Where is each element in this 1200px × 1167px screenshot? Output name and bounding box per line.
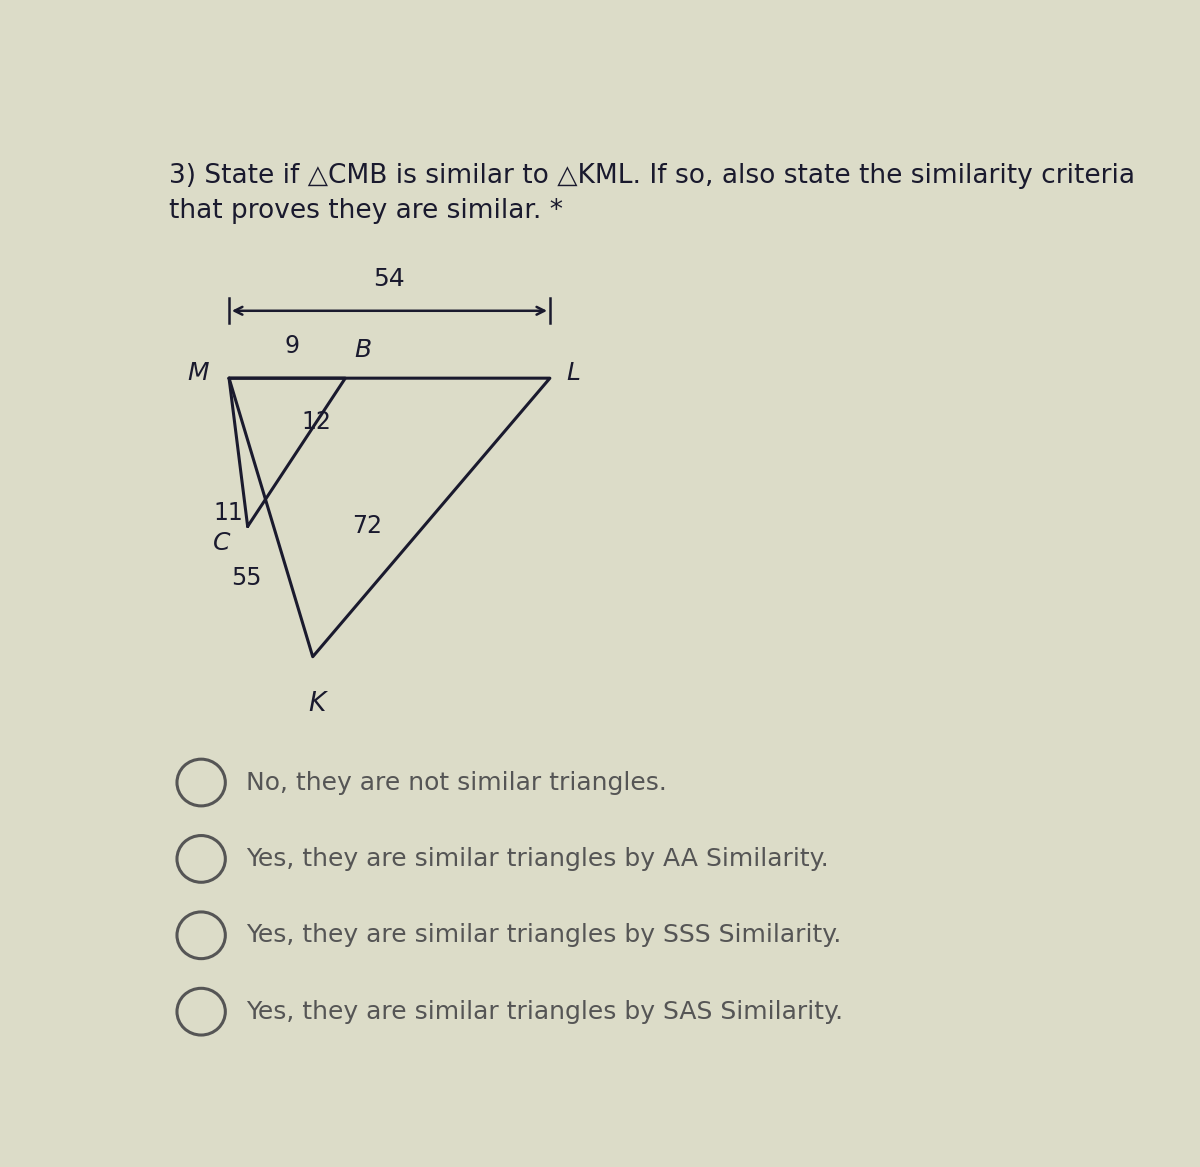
Text: 9: 9 [284,335,299,358]
Text: 55: 55 [232,566,262,591]
Text: that proves they are similar. *: that proves they are similar. * [168,198,563,224]
Text: 72: 72 [353,515,383,538]
Text: C: C [214,531,230,555]
Text: No, they are not similar triangles.: No, they are not similar triangles. [246,770,667,795]
Text: L: L [566,361,581,385]
Text: 3) State if △CMB is similar to △KML. If so, also state the similarity criteria: 3) State if △CMB is similar to △KML. If … [168,162,1135,189]
Text: Yes, they are similar triangles by AA Similarity.: Yes, they are similar triangles by AA Si… [246,847,828,871]
Text: 54: 54 [373,267,406,291]
Text: Yes, they are similar triangles by SSS Similarity.: Yes, they are similar triangles by SSS S… [246,923,841,948]
Text: K: K [308,691,326,717]
Text: Yes, they are similar triangles by SAS Similarity.: Yes, they are similar triangles by SAS S… [246,1000,842,1023]
Text: B: B [355,338,372,362]
Text: 11: 11 [214,501,242,525]
Text: 12: 12 [301,411,331,434]
Text: M: M [187,361,209,385]
